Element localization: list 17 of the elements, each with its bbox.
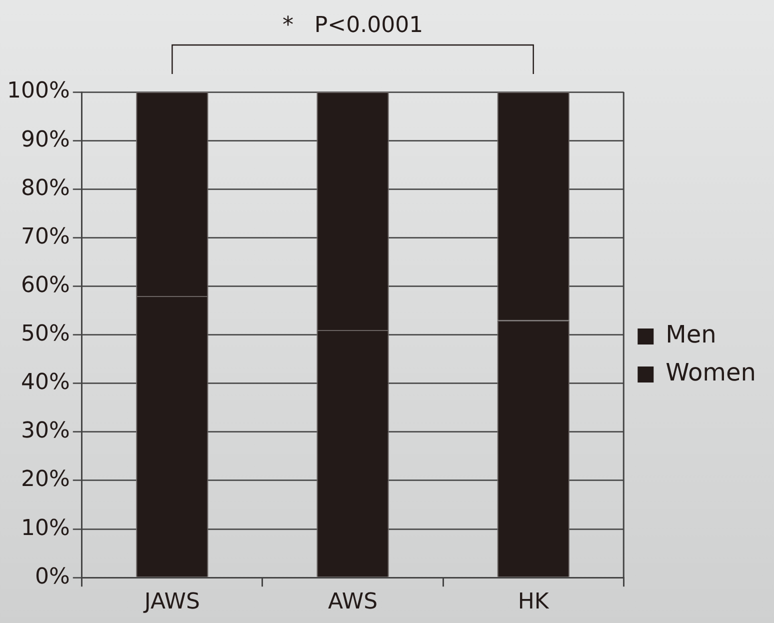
y-tick-label: 0% xyxy=(34,564,70,590)
y-tick-label: 60% xyxy=(20,272,70,298)
y-tick-label: 30% xyxy=(20,418,70,444)
legend-label: Men xyxy=(666,320,716,349)
y-tick-label: 40% xyxy=(20,370,70,396)
y-tick-label: 80% xyxy=(20,176,70,201)
y-tick-label: 70% xyxy=(20,224,70,250)
x-tick-label: AWS xyxy=(328,590,378,615)
x-tick-label: HK xyxy=(518,590,550,615)
y-tick-label: 20% xyxy=(20,467,70,492)
y-tick-label: 90% xyxy=(20,127,70,152)
x-tick-label: JAWS xyxy=(142,590,200,615)
text: * P<0.0001 xyxy=(282,13,424,38)
y-tick-label: 10% xyxy=(20,516,70,541)
y-tick-label: 50% xyxy=(20,322,70,347)
y-tick-label: 100% xyxy=(6,78,70,104)
legend-label: Women xyxy=(666,358,756,387)
